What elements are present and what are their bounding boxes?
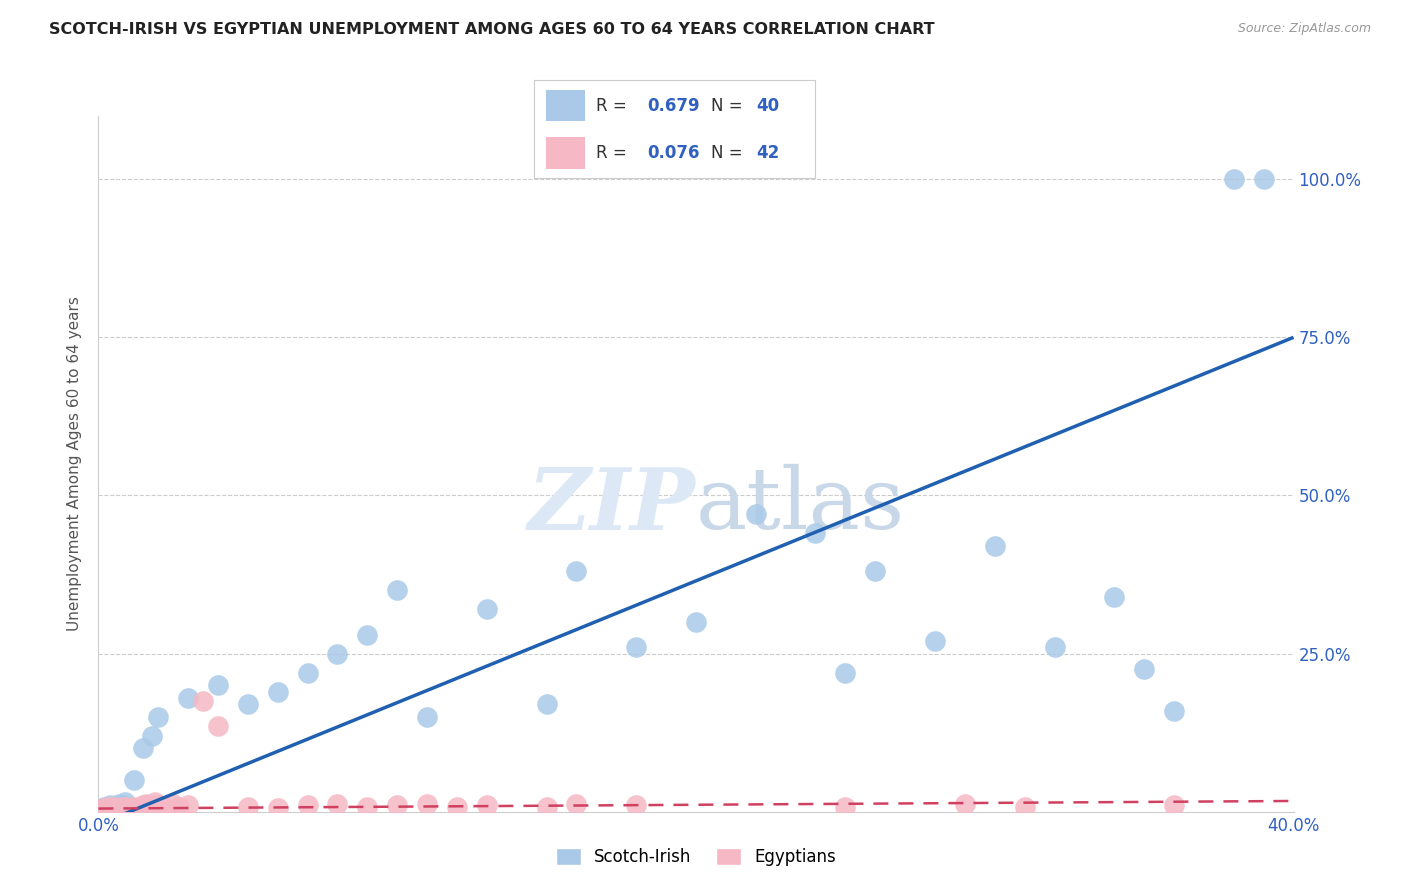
Point	[108, 802, 131, 816]
Point	[138, 799, 160, 814]
Point	[356, 627, 378, 641]
Point	[114, 795, 136, 809]
Point	[834, 665, 856, 680]
Point	[103, 799, 125, 814]
Point	[132, 798, 155, 813]
Point	[1104, 590, 1126, 604]
Point	[446, 799, 468, 814]
Point	[105, 801, 128, 815]
Point	[117, 799, 139, 814]
Point	[207, 719, 229, 733]
Point	[626, 640, 648, 655]
Point	[93, 799, 115, 814]
Point	[475, 602, 498, 616]
Point	[191, 694, 214, 708]
Point	[124, 773, 146, 788]
Point	[416, 710, 439, 724]
Point	[1253, 172, 1275, 186]
Point	[90, 801, 112, 815]
Point	[96, 801, 118, 815]
Point	[207, 678, 229, 692]
Point	[96, 800, 118, 814]
Point	[93, 801, 115, 815]
Legend: Scotch-Irish, Egyptians: Scotch-Irish, Egyptians	[548, 841, 844, 873]
Point	[1133, 662, 1156, 676]
Point	[385, 583, 409, 598]
Point	[804, 526, 827, 541]
Point	[865, 565, 887, 579]
Point	[297, 798, 319, 813]
Point	[153, 799, 176, 814]
Text: N =: N =	[711, 97, 748, 115]
Point	[984, 539, 1007, 553]
Point	[105, 800, 128, 814]
Point	[127, 801, 149, 815]
Point	[141, 729, 163, 743]
Point	[162, 797, 184, 811]
Point	[111, 800, 134, 814]
Text: atlas: atlas	[696, 464, 905, 547]
Point	[167, 799, 190, 814]
Point	[565, 565, 588, 579]
Point	[117, 801, 139, 815]
Point	[475, 798, 498, 813]
Point	[297, 665, 319, 680]
Point	[267, 801, 290, 815]
Point	[148, 798, 170, 813]
Text: R =: R =	[596, 97, 633, 115]
Point	[267, 684, 290, 698]
Point	[100, 798, 122, 813]
Point	[1014, 799, 1036, 814]
Bar	[546, 90, 585, 121]
Text: ZIP: ZIP	[529, 464, 696, 548]
Point	[565, 797, 588, 811]
Point	[148, 710, 170, 724]
Point	[120, 801, 142, 815]
Point	[326, 647, 349, 661]
Point	[685, 615, 707, 629]
Y-axis label: Unemployment Among Ages 60 to 64 years: Unemployment Among Ages 60 to 64 years	[67, 296, 83, 632]
Point	[745, 508, 768, 522]
Point	[236, 697, 259, 711]
Text: 0.679: 0.679	[647, 97, 699, 115]
Point	[100, 802, 122, 816]
Point	[90, 801, 112, 815]
Bar	[546, 137, 585, 169]
Point	[953, 797, 976, 811]
Point	[356, 799, 378, 814]
Text: 0.076: 0.076	[647, 144, 699, 161]
Point	[1163, 704, 1185, 718]
Text: SCOTCH-IRISH VS EGYPTIAN UNEMPLOYMENT AMONG AGES 60 TO 64 YEARS CORRELATION CHAR: SCOTCH-IRISH VS EGYPTIAN UNEMPLOYMENT AM…	[49, 22, 935, 37]
Point	[135, 797, 157, 811]
Point	[626, 798, 648, 813]
Point	[111, 798, 134, 813]
Point	[177, 690, 200, 705]
Point	[536, 697, 558, 711]
Text: N =: N =	[711, 144, 748, 161]
Point	[1223, 172, 1246, 186]
Point	[1163, 798, 1185, 813]
Point	[326, 797, 349, 811]
Point	[141, 800, 163, 814]
Point	[143, 795, 166, 809]
Point	[124, 800, 146, 814]
Text: R =: R =	[596, 144, 633, 161]
Text: 42: 42	[756, 144, 780, 161]
Point	[114, 799, 136, 814]
Text: 40: 40	[756, 97, 779, 115]
Point	[132, 741, 155, 756]
Point	[1043, 640, 1066, 655]
Point	[236, 799, 259, 814]
Point	[536, 799, 558, 814]
Point	[129, 799, 152, 814]
Point	[103, 802, 125, 816]
Text: Source: ZipAtlas.com: Source: ZipAtlas.com	[1237, 22, 1371, 36]
Point	[834, 799, 856, 814]
Point	[924, 634, 946, 648]
Point	[385, 798, 409, 813]
Point	[177, 798, 200, 813]
Point	[416, 797, 439, 811]
Point	[108, 797, 131, 811]
